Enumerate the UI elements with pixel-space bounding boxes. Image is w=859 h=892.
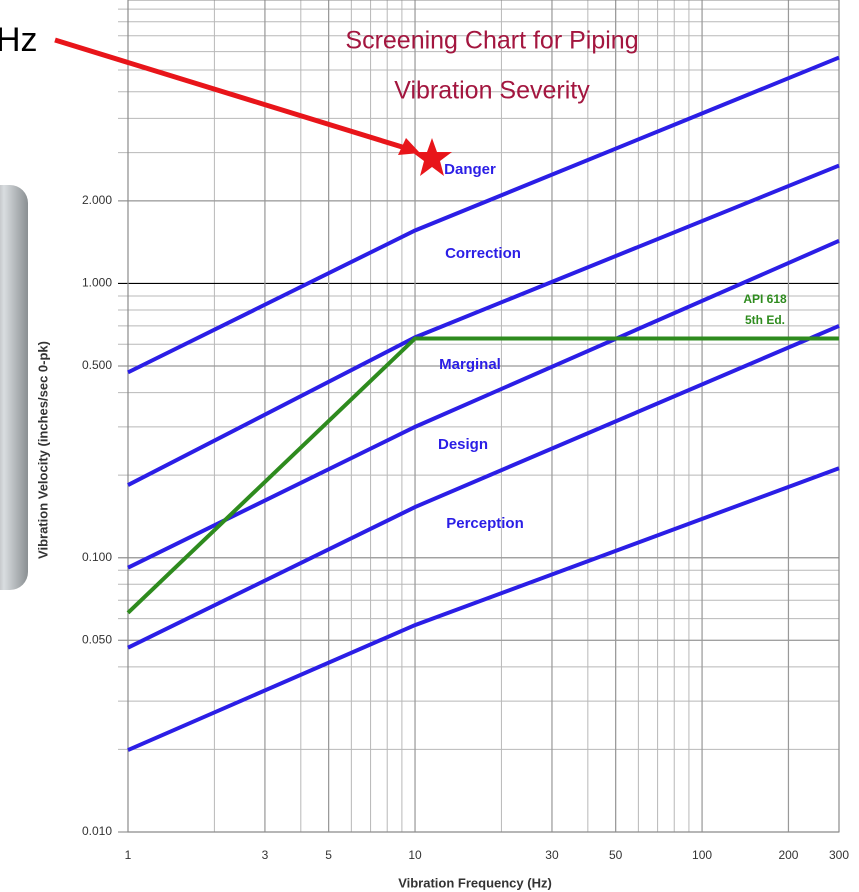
x-tick-label: 10 <box>408 848 422 862</box>
x-tick-label: 3 <box>262 848 269 862</box>
y-tick-label: 2.000 <box>82 193 112 207</box>
x-tick-label: 30 <box>545 848 559 862</box>
series-line <box>128 58 839 373</box>
photo <box>0 185 28 590</box>
annotation: Design <box>438 436 488 453</box>
y-axis-label: Vibration Velocity (inches/sec 0-pk) <box>35 341 50 559</box>
y-tick-label: 0.500 <box>82 358 112 372</box>
annotation: Perception <box>446 515 524 532</box>
annotation: 5th Ed. <box>745 313 785 327</box>
y-tick-label: 0.050 <box>82 632 112 646</box>
x-tick-label: 5 <box>325 848 332 862</box>
y-tick-label: 0.100 <box>82 550 112 564</box>
x-tick-label: 200 <box>778 848 798 862</box>
arrow <box>55 40 412 150</box>
x-axis-label: Vibration Frequency (Hz) <box>398 875 552 890</box>
annotation: Correction <box>445 245 521 262</box>
chart-title: Vibration Severity <box>394 77 590 105</box>
x-tick-label: 300 <box>829 848 849 862</box>
chart: 2.000 1.000 0.500 0.100 0.050 0.010 1 3 5 10 30 50 1… <box>0 0 859 892</box>
y-tick-label: 0.010 <box>82 824 112 838</box>
y-tick-label: 1.000 <box>82 276 112 290</box>
x-tick-label: 100 <box>692 848 712 862</box>
annotation: API 618 <box>743 292 787 306</box>
chart-title: Screening Chart for Piping <box>345 27 638 55</box>
x-tick-label: 1 <box>125 848 132 862</box>
annotation: Danger <box>444 161 496 178</box>
plot-frame <box>128 0 839 832</box>
annotation: Hz <box>0 21 38 59</box>
x-tick-label: 50 <box>609 848 623 862</box>
annotation: Marginal <box>439 356 501 373</box>
